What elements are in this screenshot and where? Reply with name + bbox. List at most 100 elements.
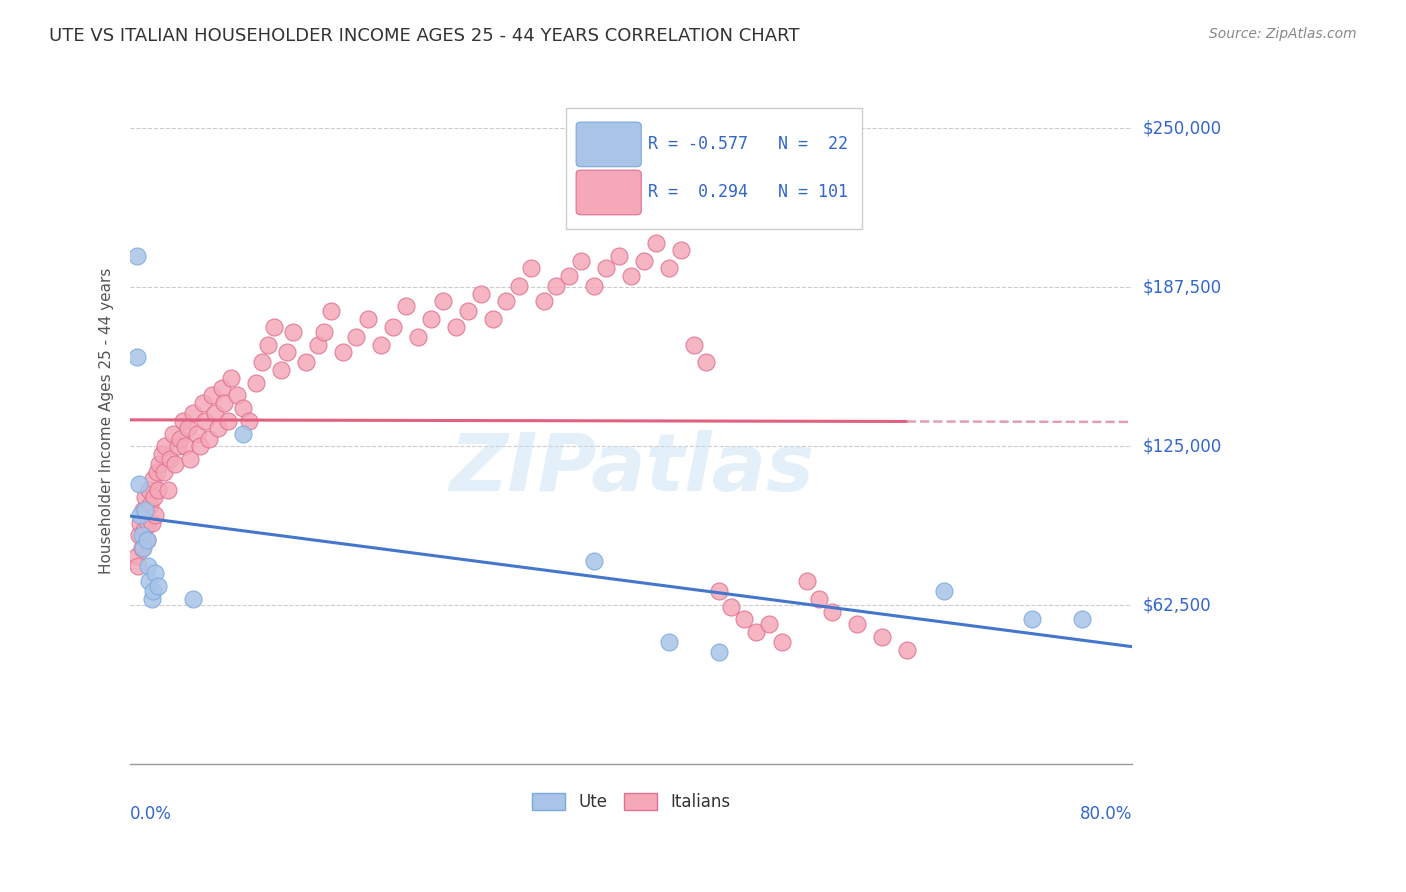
Point [125, 549, 148, 563]
Point [129, 516, 152, 530]
Legend: Ute, Italians: Ute, Italians [524, 786, 738, 818]
Text: R = -0.577   N =  22: R = -0.577 N = 22 [648, 136, 848, 153]
Point [314, 325, 336, 339]
Point [482, 312, 505, 326]
Point [281, 325, 304, 339]
Point [167, 439, 190, 453]
Text: $250,000: $250,000 [1142, 120, 1222, 137]
Point [808, 591, 831, 606]
Point [136, 558, 159, 573]
Point [820, 605, 842, 619]
Point [294, 355, 316, 369]
Point [217, 414, 239, 428]
Point [128, 477, 150, 491]
Y-axis label: Householder Income Ages 25 - 44 years: Householder Income Ages 25 - 44 years [100, 268, 114, 574]
Point [179, 452, 201, 467]
Point [934, 584, 956, 599]
Point [370, 337, 392, 351]
Point [141, 591, 163, 606]
Point [276, 345, 298, 359]
Point [582, 279, 605, 293]
Point [150, 447, 173, 461]
Point [135, 533, 157, 548]
Point [172, 414, 194, 428]
FancyBboxPatch shape [567, 108, 862, 228]
Point [270, 363, 292, 377]
FancyBboxPatch shape [576, 122, 641, 167]
Point [671, 244, 693, 258]
Point [745, 625, 768, 640]
Point [595, 261, 617, 276]
Point [125, 248, 148, 262]
Point [159, 452, 181, 467]
Point [770, 635, 793, 649]
Point [344, 330, 367, 344]
FancyBboxPatch shape [576, 170, 641, 215]
Point [395, 299, 418, 313]
Point [408, 330, 430, 344]
Point [141, 516, 163, 530]
Point [232, 401, 254, 416]
Point [470, 286, 492, 301]
Point [495, 294, 517, 309]
Point [607, 248, 630, 262]
Point [138, 483, 160, 497]
Point [174, 439, 197, 453]
Point [129, 508, 152, 522]
Point [658, 261, 681, 276]
Point [520, 261, 543, 276]
Point [546, 279, 568, 293]
Point [165, 457, 187, 471]
Point [796, 574, 818, 588]
Point [211, 381, 233, 395]
Point [148, 457, 170, 471]
Point [707, 645, 730, 659]
Point [620, 268, 643, 283]
Point [332, 345, 354, 359]
Point [201, 388, 224, 402]
Point [633, 253, 655, 268]
Point [319, 304, 342, 318]
Point [658, 635, 681, 649]
Point [204, 406, 226, 420]
Point [198, 432, 221, 446]
Point [307, 337, 329, 351]
Point [232, 426, 254, 441]
Point [132, 523, 155, 537]
Point [250, 355, 273, 369]
Point [557, 268, 579, 283]
Point [695, 355, 717, 369]
Point [845, 617, 868, 632]
Point [162, 426, 184, 441]
Point [1021, 612, 1043, 626]
Point [733, 612, 755, 626]
Point [156, 483, 179, 497]
Point [177, 421, 200, 435]
Text: $62,500: $62,500 [1142, 596, 1211, 615]
Point [135, 533, 157, 548]
Point [870, 630, 893, 644]
Point [181, 591, 204, 606]
Point [225, 388, 247, 402]
Point [131, 528, 153, 542]
Point [127, 558, 149, 573]
Point [508, 279, 530, 293]
Text: ZIPatlas: ZIPatlas [449, 430, 814, 508]
Point [707, 584, 730, 599]
Point [569, 253, 592, 268]
Point [645, 235, 668, 250]
Point [682, 337, 704, 351]
Text: R =  0.294   N = 101: R = 0.294 N = 101 [648, 184, 848, 202]
Point [128, 528, 150, 542]
Point [181, 406, 204, 420]
Point [143, 490, 166, 504]
Point [1071, 612, 1094, 626]
Text: 0.0%: 0.0% [131, 805, 172, 823]
Point [136, 516, 159, 530]
Point [533, 294, 555, 309]
Text: UTE VS ITALIAN HOUSEHOLDER INCOME AGES 25 - 44 YEARS CORRELATION CHART: UTE VS ITALIAN HOUSEHOLDER INCOME AGES 2… [49, 27, 800, 45]
Point [125, 351, 148, 365]
Point [186, 426, 208, 441]
Point [758, 617, 780, 632]
Point [720, 599, 742, 614]
